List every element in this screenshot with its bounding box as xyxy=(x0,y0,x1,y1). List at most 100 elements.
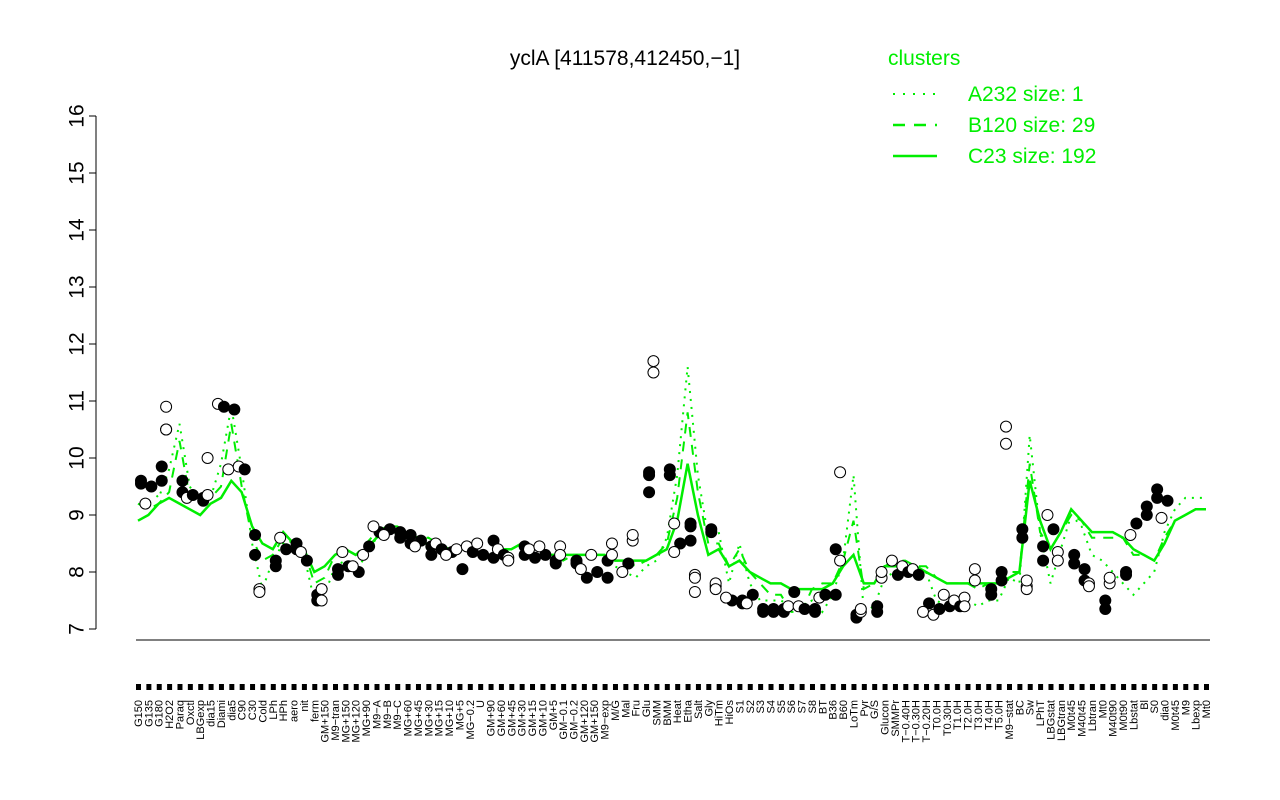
data-point xyxy=(135,477,147,490)
series-line-solid xyxy=(137,463,1206,591)
x-tick-label: M40t45 xyxy=(1077,700,1089,737)
data-point xyxy=(684,520,697,533)
data-point xyxy=(647,366,660,379)
x-tick-label: MG−0.2 xyxy=(465,700,477,739)
y-tick-label: 14 xyxy=(66,218,89,242)
x-tick-label: nit xyxy=(299,700,311,712)
x-tick-label: B36 xyxy=(828,700,840,720)
x-tick-label: H2O2 xyxy=(164,700,176,729)
data-point xyxy=(217,400,230,413)
x-tick-label: T2.0H xyxy=(963,700,975,730)
data-point xyxy=(367,520,380,533)
data-point xyxy=(363,540,376,553)
data-point xyxy=(643,466,656,479)
x-tick-label: S2 xyxy=(745,700,757,713)
data-point xyxy=(222,463,235,476)
data-point xyxy=(300,554,313,567)
data-point xyxy=(315,583,328,596)
data-point xyxy=(186,489,199,502)
x-tick-label: GM+60 xyxy=(496,700,508,736)
x-tick-label: GM+5 xyxy=(548,700,560,730)
x-tick-label: Paraq xyxy=(174,700,186,729)
data-point xyxy=(346,560,359,573)
data-point xyxy=(1016,531,1029,544)
y-tick-label: 13 xyxy=(66,275,89,298)
x-tick-label: BC xyxy=(1014,700,1026,715)
x-tick-label: M40t90 xyxy=(1108,700,1120,737)
data-point xyxy=(269,554,282,567)
data-point xyxy=(249,548,262,561)
x-tick-label: GM+120 xyxy=(579,700,591,743)
x-tick-label: Lbtran xyxy=(1087,700,1099,731)
data-point xyxy=(155,460,168,473)
data-point xyxy=(746,588,759,601)
data-point xyxy=(471,537,484,550)
x-tick-label: S5 xyxy=(776,700,788,713)
y-axis: 7 8 9 10 11 12 13 14 15 16 xyxy=(66,104,97,635)
data-point xyxy=(477,548,490,561)
x-tick-label: GM+45 xyxy=(506,700,518,736)
x-tick-label: G135 xyxy=(143,700,155,727)
x-tick-label: BT xyxy=(817,700,829,714)
x-tick-label: Bl xyxy=(1139,700,1151,710)
x-tick-label: Etha xyxy=(683,699,695,723)
data-point xyxy=(377,528,390,541)
data-point xyxy=(450,543,463,556)
data-point xyxy=(912,568,925,581)
x-tick-label: S1 xyxy=(734,700,746,713)
data-point xyxy=(829,588,842,601)
x-tick-label: MG+60 xyxy=(403,700,415,736)
data-point xyxy=(958,600,971,613)
data-point xyxy=(601,571,614,584)
x-tick-label: B60 xyxy=(838,700,850,720)
y-tick-label: 8 xyxy=(66,566,89,578)
x-tick-label: M9−B xyxy=(382,700,394,729)
data-point xyxy=(523,543,536,556)
cluster-lines xyxy=(137,366,1206,614)
data-point xyxy=(336,546,349,559)
x-tick-label: LPh xyxy=(268,700,280,720)
x-tick-label: C30 xyxy=(247,700,259,720)
x-tick-label: Lbexp xyxy=(1191,700,1203,730)
data-point xyxy=(622,557,635,570)
x-tick-label: GM+30 xyxy=(517,700,529,736)
data-point xyxy=(160,400,173,413)
chart-title: yclA [411578,412450,−1] xyxy=(510,47,740,70)
x-tick-label: aero xyxy=(289,700,301,722)
data-point xyxy=(1161,494,1174,507)
x-tick-label: LBGtran xyxy=(1056,700,1068,741)
data-point xyxy=(616,566,629,578)
data-point xyxy=(684,534,697,547)
x-tick-label: Cold xyxy=(257,700,269,723)
data-point xyxy=(585,548,598,561)
data-point xyxy=(201,452,214,464)
x-tick-label: U xyxy=(475,700,487,708)
data-point xyxy=(626,528,639,541)
x-tick-label: MG+10 xyxy=(444,700,456,736)
data-point xyxy=(834,466,847,479)
x-tick-label: M0t45 xyxy=(1170,700,1182,731)
x-tick-label: MG+15 xyxy=(434,700,446,736)
x-tick-label: Mt0 xyxy=(1097,700,1109,718)
data-point xyxy=(663,469,676,482)
x-tick-label: dia0 xyxy=(1160,700,1172,721)
x-tick-label: T5.0H xyxy=(994,700,1006,730)
data-point xyxy=(280,543,293,556)
x-tick-label: M0t45 xyxy=(1066,700,1078,731)
data-point xyxy=(933,603,946,616)
data-point xyxy=(871,605,884,618)
data-point xyxy=(829,543,842,556)
x-tick-label: Heat xyxy=(672,700,684,723)
x-tick-label: M9−exp xyxy=(600,700,612,739)
x-tick-label: T−0.30H xyxy=(911,700,923,743)
data-point xyxy=(668,517,681,530)
data-point xyxy=(332,563,345,576)
x-tick-label: GM−0.1 xyxy=(558,700,570,739)
data-point xyxy=(456,563,469,576)
data-point xyxy=(999,420,1012,433)
data-point xyxy=(808,603,821,616)
x-tick-label: S6 xyxy=(786,700,798,713)
x-tick-label: M/G xyxy=(610,700,622,721)
data-point xyxy=(1130,517,1143,530)
